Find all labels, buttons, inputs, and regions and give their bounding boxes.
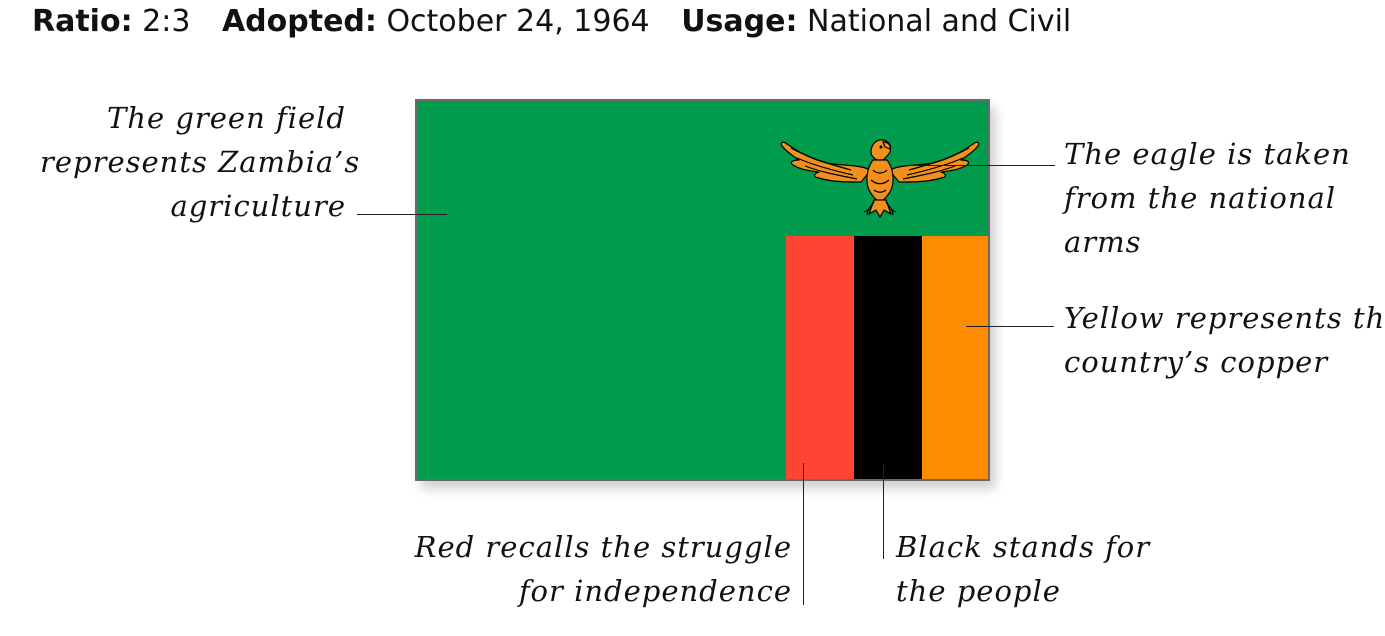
yellow-note-line-1: Yellow represents the bbox=[1064, 301, 1385, 335]
red-leader-line bbox=[803, 463, 805, 605]
green-note-line-2: represents Zambia’s bbox=[40, 145, 361, 179]
red-note: Red recalls the struggle for independenc… bbox=[392, 525, 792, 613]
adopted-label: Adopted: bbox=[221, 4, 377, 39]
yellow-note: Yellow represents the country’s copper bbox=[1064, 296, 1385, 384]
green-note-line-3: agriculture bbox=[170, 189, 346, 223]
eagle-note-line-2: from the national bbox=[1064, 181, 1337, 215]
flag-red-stripe bbox=[786, 236, 854, 479]
black-note-line-1: Black stands for bbox=[896, 530, 1151, 564]
ratio-value: 2:3 bbox=[142, 4, 191, 39]
eagle-note-line-3: arms bbox=[1064, 225, 1142, 259]
green-note-line-1: The green field bbox=[106, 101, 346, 135]
zambia-flag bbox=[415, 99, 990, 481]
eagle-leader-line bbox=[905, 165, 1055, 167]
eagle-note: The eagle is taken from the national arm… bbox=[1064, 132, 1351, 264]
adopted-fact: Adopted: October 24, 1964 bbox=[222, 4, 659, 39]
usage-value: National and Civil bbox=[807, 4, 1072, 39]
usage-label: Usage: bbox=[681, 4, 798, 39]
adopted-value: October 24, 1964 bbox=[386, 4, 650, 39]
black-note: Black stands for the people bbox=[896, 525, 1150, 613]
green-leader-line bbox=[357, 214, 447, 216]
green-field-note: The green field represents Zambia’s agri… bbox=[40, 96, 361, 228]
eagle-note-line-1: The eagle is taken bbox=[1064, 137, 1351, 171]
yellow-note-line-2: country’s copper bbox=[1064, 345, 1329, 379]
black-note-line-2: the people bbox=[896, 574, 1061, 608]
ratio-label: Ratio: bbox=[32, 4, 133, 39]
red-note-line-2: for independence bbox=[518, 574, 792, 608]
black-leader-line bbox=[883, 463, 885, 559]
yellow-leader-line bbox=[966, 326, 1054, 328]
flag-orange-stripe bbox=[922, 236, 988, 479]
eagle-icon bbox=[780, 139, 980, 218]
flag-black-stripe bbox=[854, 236, 922, 479]
flag-facts-header: Ratio: 2:3 Adopted: October 24, 1964 Usa… bbox=[32, 0, 1093, 44]
red-note-line-1: Red recalls the struggle bbox=[414, 530, 792, 564]
usage-fact: Usage: National and Civil bbox=[681, 4, 1071, 39]
ratio-fact: Ratio: 2:3 bbox=[32, 4, 200, 39]
